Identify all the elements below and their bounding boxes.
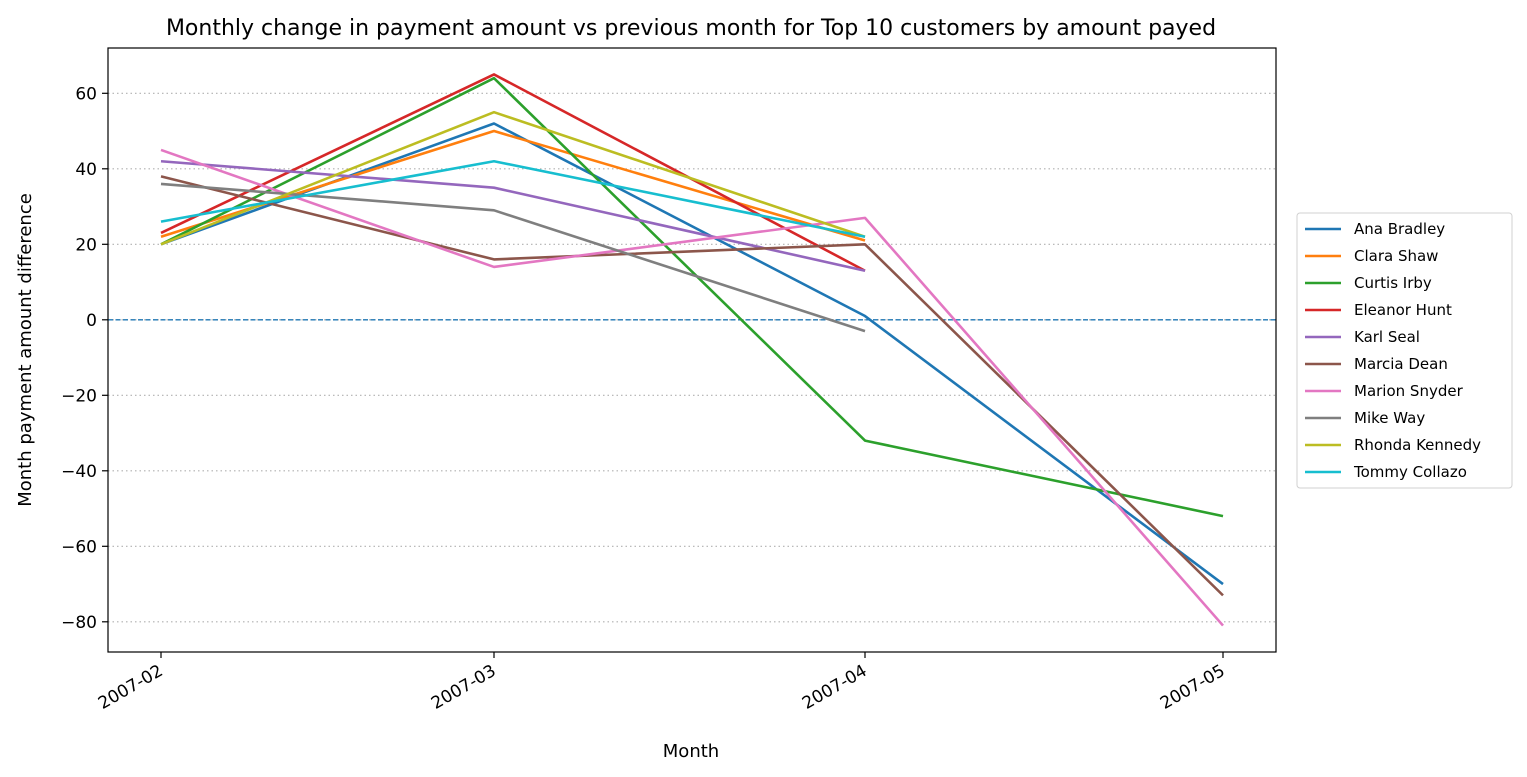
legend-label: Tommy Collazo <box>1353 463 1467 481</box>
legend: Ana Bradley Clara Shaw Curtis Irby Eleanor … <box>1296 212 1513 489</box>
x-tick-label: 2007-02 <box>95 661 167 714</box>
x-tick-label: 2007-03 <box>428 661 500 714</box>
series-line-tommy-collazo <box>160 159 866 239</box>
legend-label: Marcia Dean <box>1354 355 1448 373</box>
legend-label: Curtis Irby <box>1354 274 1432 292</box>
y-axis: −80 −60 −40 −20 0 20 40 60 <box>61 84 108 633</box>
y-axis-label: Month payment amount difference <box>15 193 36 507</box>
legend-item: Marcia Dean <box>1305 355 1448 373</box>
legend-label: Marion Snyder <box>1354 382 1464 400</box>
series-line-marion-snyder <box>160 148 1224 627</box>
legend-item: Tommy Collazo <box>1305 463 1467 481</box>
y-tick-label: −40 <box>61 462 97 482</box>
legend-item: Rhonda Kennedy <box>1305 436 1481 454</box>
legend-item: Ana Bradley <box>1305 220 1445 238</box>
y-tick-label: 60 <box>75 84 97 104</box>
x-tick-label: 2007-04 <box>799 661 871 714</box>
legend-item: Karl Seal <box>1305 328 1420 346</box>
series-line-curtis-irby <box>160 76 1224 518</box>
x-axis: 2007-02 2007-03 2007-04 2007-05 <box>95 652 1229 714</box>
series-line-marcia-dean <box>160 175 1224 597</box>
series-line-mike-way <box>160 182 866 333</box>
y-tick-label: 0 <box>86 311 97 331</box>
legend-box <box>1296 212 1513 489</box>
legend-label: Karl Seal <box>1354 328 1420 346</box>
chart-title: Monthly change in payment amount vs prev… <box>166 16 1216 41</box>
y-tick-label: −80 <box>61 613 97 633</box>
grid <box>108 92 1276 623</box>
series-line-karl-seal <box>160 159 866 272</box>
y-tick-label: −60 <box>61 537 97 557</box>
series-group <box>160 73 1224 627</box>
legend-item: Eleanor Hunt <box>1305 301 1452 319</box>
legend-label: Eleanor Hunt <box>1354 301 1452 319</box>
x-axis-label: Month <box>663 741 719 762</box>
legend-label: Mike Way <box>1354 409 1425 427</box>
legend-label: Clara Shaw <box>1354 247 1438 265</box>
legend-label: Ana Bradley <box>1354 220 1445 238</box>
legend-item: Clara Shaw <box>1305 247 1438 265</box>
x-tick-label: 2007-05 <box>1157 661 1229 714</box>
y-tick-label: −20 <box>61 386 97 406</box>
plot-frame <box>107 47 1277 653</box>
legend-item: Marion Snyder <box>1305 382 1464 400</box>
series-line-eleanor-hunt <box>160 73 866 272</box>
y-tick-label: 20 <box>75 235 97 255</box>
legend-item: Curtis Irby <box>1305 274 1432 292</box>
y-tick-label: 40 <box>75 160 97 180</box>
legend-item: Mike Way <box>1305 409 1425 427</box>
legend-label: Rhonda Kennedy <box>1354 436 1481 454</box>
